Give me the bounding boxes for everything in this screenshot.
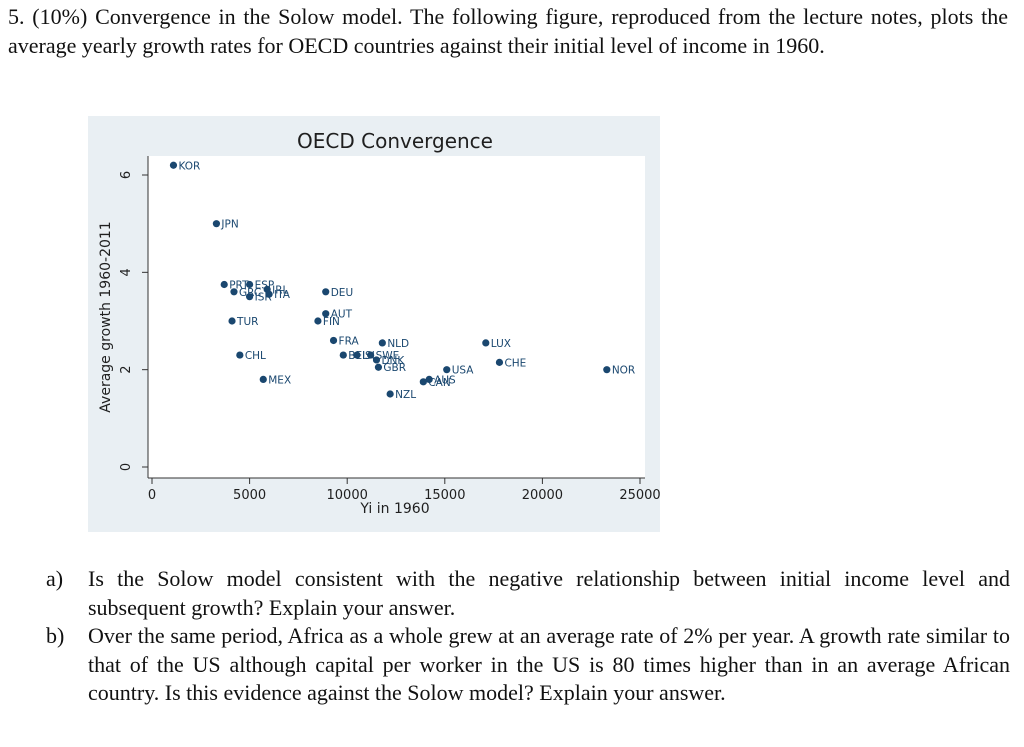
x-tick-label: 10000 (327, 488, 368, 503)
data-point-nor: NOR (603, 365, 635, 377)
y-axis-ticks: 0 2 4 6 (119, 171, 148, 471)
point-label: GBR (383, 362, 406, 374)
point-label: DNK (381, 355, 405, 367)
data-point-usa: USA (443, 365, 474, 377)
x-tick-label: 15000 (424, 488, 465, 503)
data-point-aus: AUS (425, 374, 456, 386)
data-point-chl: CHL (236, 350, 266, 362)
x-tick-label: 5000 (233, 488, 266, 503)
point-marker (353, 351, 361, 359)
point-marker (259, 375, 267, 383)
data-point-nzl: NZL (386, 389, 416, 401)
x-axis-label: Yi in 1960 (359, 501, 429, 517)
point-label: CHL (245, 350, 266, 362)
point-label: AUT (331, 309, 353, 321)
question-text: Over the same period, Africa as a whole … (88, 623, 1010, 705)
scatter-figure: OECD Convergence 0 5000 10000 15000 20000 250… (88, 116, 660, 532)
point-label: CHE (504, 357, 526, 369)
y-axis-label: Average growth 1960-2011 (98, 221, 114, 412)
question-a: a) Is the Solow model consistent with th… (44, 565, 1010, 622)
point-marker (322, 310, 330, 318)
data-point-mex: MEX (259, 374, 291, 386)
point-marker (314, 317, 322, 325)
data-point-aut: AUT (322, 309, 353, 321)
data-point-lux: LUX (482, 338, 511, 350)
data-point-kor: KOR (169, 160, 200, 172)
question-label: a) (46, 566, 64, 591)
point-marker (246, 280, 254, 289)
data-point-nld: NLD (378, 338, 409, 350)
x-tick-label: 25000 (619, 488, 660, 503)
point-label: SWE (376, 350, 400, 362)
point-marker (228, 317, 236, 325)
point-marker (378, 339, 386, 347)
point-marker (265, 290, 273, 298)
y-tick-label: 4 (119, 268, 134, 276)
data-point-deu: DEU (322, 287, 353, 299)
point-marker (246, 293, 254, 301)
x-axis-ticks: 0 5000 10000 15000 20000 25000 (148, 478, 660, 503)
question-text: Is the Solow model consistent with the n… (88, 566, 1010, 620)
x-tick-label: 0 (148, 488, 156, 503)
point-marker (495, 358, 504, 366)
data-point-fra: FRA (329, 335, 360, 347)
chart-title: OECD Convergence (297, 129, 493, 153)
data-point-ita: ITA (265, 289, 291, 301)
data-point-swe: SWE (367, 350, 399, 362)
point-label: IRL (272, 284, 288, 296)
point-marker (236, 351, 244, 359)
point-marker (367, 351, 375, 359)
scatter-chart: OECD Convergence 0 5000 10000 15000 20000 250… (98, 129, 660, 517)
x-tick-label: 20000 (522, 488, 563, 503)
data-point-can: CAN (419, 377, 451, 389)
data-point-grc: GRC (230, 287, 261, 299)
point-marker (425, 375, 433, 383)
data-point-che: CHE (495, 357, 526, 369)
point-label: DEU (331, 287, 353, 299)
point-marker (372, 356, 381, 364)
point-label: LUX (491, 338, 511, 350)
y-tick-label: 0 (119, 463, 134, 471)
point-marker (230, 288, 238, 296)
point-marker (386, 390, 394, 398)
data-point-gbr: GBR (374, 362, 406, 374)
point-label: TUR (236, 316, 258, 328)
point-marker (339, 351, 347, 359)
point-marker (443, 366, 451, 374)
point-label: NZL (395, 389, 416, 401)
problem-statement: 5. (10%) Convergence in the Solow model.… (8, 4, 1008, 58)
point-marker (482, 339, 490, 347)
point-marker (212, 220, 221, 228)
question-b: b) Over the same period, Africa as a who… (44, 622, 1010, 708)
data-point-tur: TUR (228, 316, 258, 328)
point-marker (220, 280, 228, 289)
point-marker (169, 161, 178, 169)
y-tick-label: 6 (119, 171, 134, 179)
point-marker (322, 288, 330, 296)
point-label: FRA (339, 335, 360, 347)
point-label: USA (452, 365, 475, 377)
point-label: NLD (387, 338, 409, 350)
point-label: KOR (178, 160, 200, 172)
point-label: GRC (239, 287, 261, 299)
point-marker (603, 366, 611, 374)
point-marker (374, 363, 383, 371)
question-label: b) (46, 623, 65, 648)
question-list: a) Is the Solow model consistent with th… (44, 565, 1010, 708)
plot-area (148, 156, 645, 478)
data-points: KORJPNPRTGRCESPISRIRLITATURCHLMEXDEUAUTF… (169, 160, 635, 401)
point-label: MEX (268, 374, 291, 386)
point-label: NOR (612, 365, 635, 377)
point-label: FIN (323, 316, 340, 328)
point-label: AUS (434, 374, 456, 386)
point-marker (329, 336, 338, 345)
point-label: ITA (274, 289, 291, 301)
data-point-fin: FIN (314, 316, 340, 328)
y-tick-label: 2 (119, 366, 134, 374)
point-marker (419, 378, 427, 386)
point-label: CAN (428, 377, 450, 389)
point-label: JPN (220, 219, 238, 231)
data-point-jpn: JPN (212, 219, 239, 231)
data-point-dnk: DNK (372, 355, 405, 367)
